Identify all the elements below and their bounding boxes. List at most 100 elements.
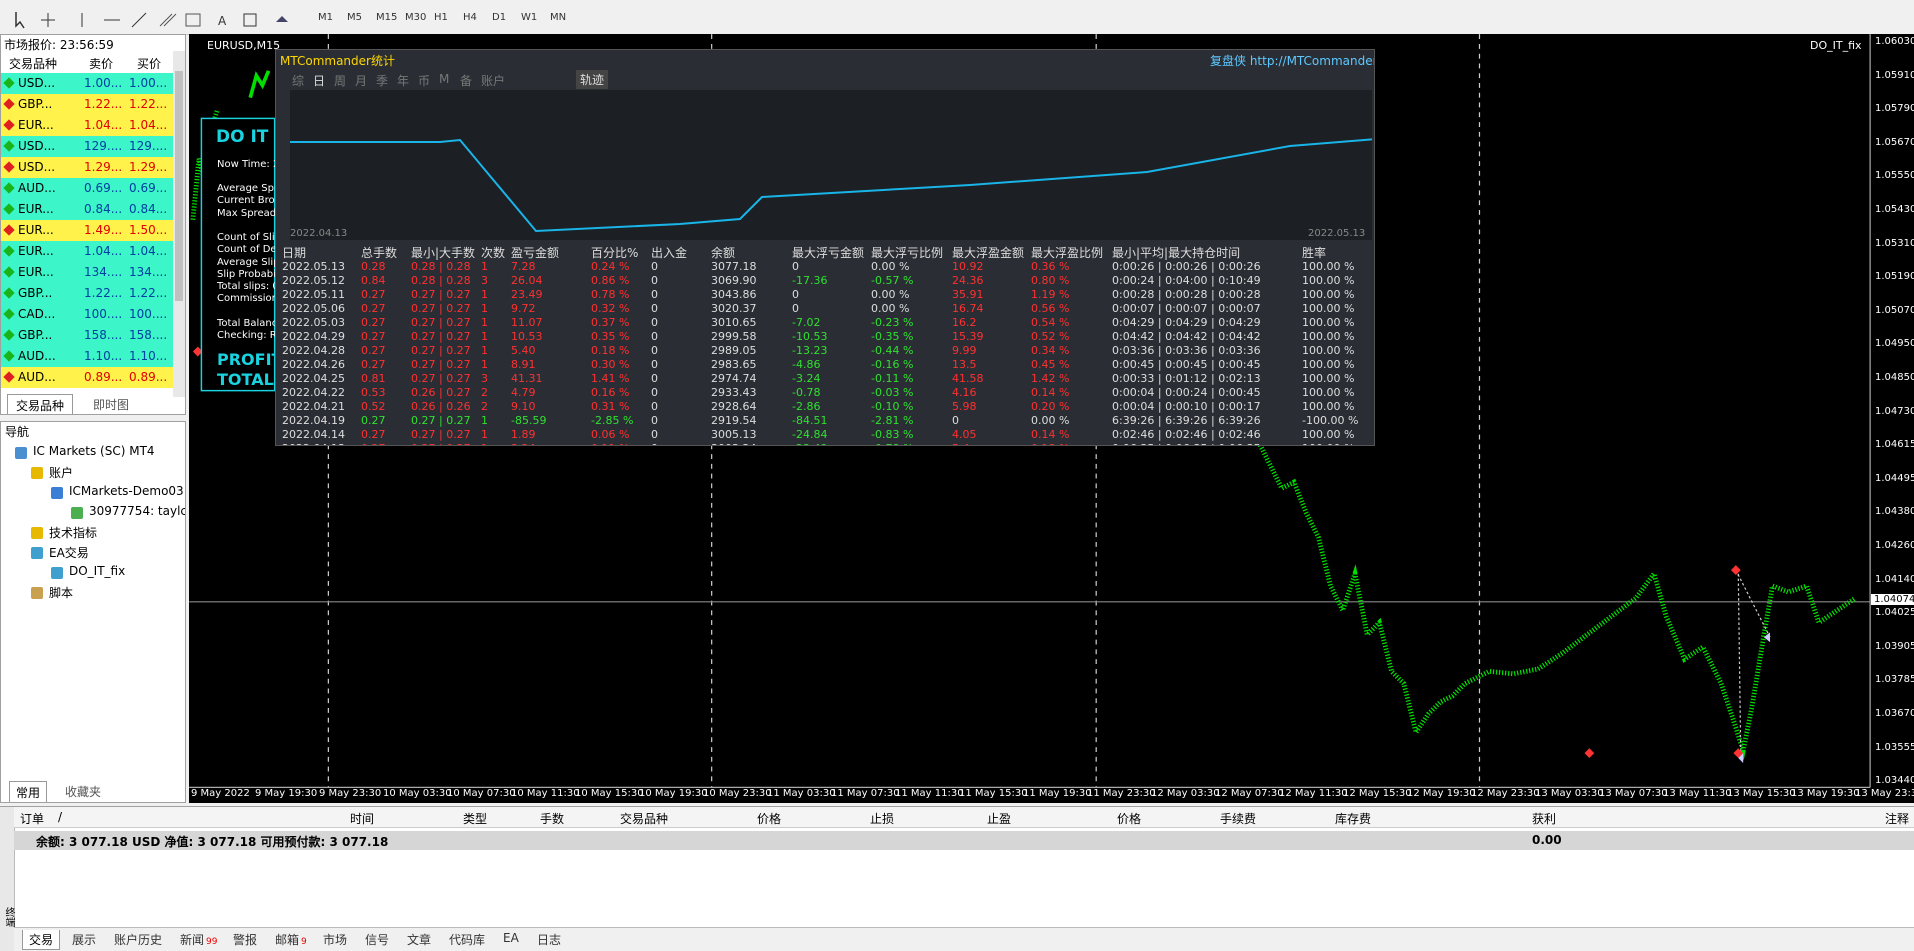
table-cell: -0.57 % bbox=[871, 274, 914, 287]
symbol-row[interactable] bbox=[1, 115, 173, 136]
symbol-row[interactable] bbox=[1, 304, 173, 325]
symbol-row[interactable] bbox=[1, 283, 173, 304]
terminal-tab[interactable]: 新闻 bbox=[180, 933, 205, 947]
column-header: 卖价 bbox=[89, 57, 114, 71]
terminal-tab[interactable]: 日志 bbox=[537, 933, 562, 947]
terminal-tab[interactable]: 邮箱 bbox=[275, 933, 300, 947]
timeframe-button[interactable]: M15 bbox=[376, 12, 398, 23]
mtc-tab[interactable]: 月 bbox=[355, 74, 368, 88]
tree-item[interactable]: IC Markets (SC) MT4 bbox=[33, 444, 155, 458]
mtc-tab[interactable]: 账户 bbox=[481, 74, 506, 88]
table-header: 最大浮盈金额 bbox=[952, 246, 1025, 260]
terminal-tab[interactable]: EA bbox=[503, 931, 519, 945]
time-label: 10 May 23:30 bbox=[703, 788, 772, 799]
timeframe-button[interactable]: M30 bbox=[405, 12, 427, 23]
mtc-tab[interactable]: 日 bbox=[313, 74, 326, 88]
tree-item[interactable]: EA交易 bbox=[49, 546, 89, 560]
mtc-tab[interactable]: 币 bbox=[418, 74, 431, 88]
timeframe-button[interactable]: H1 bbox=[434, 12, 448, 23]
terminal-side-label: 终端 bbox=[3, 907, 14, 927]
column-header: 手数 bbox=[540, 812, 565, 826]
tree-item[interactable]: DO_IT_fix bbox=[69, 564, 126, 578]
symbol-row[interactable] bbox=[1, 367, 173, 388]
tree-item[interactable]: 30977754: taylc bbox=[89, 504, 186, 518]
mtc-tab[interactable]: M bbox=[439, 72, 450, 86]
terminal-tab[interactable]: 交易 bbox=[22, 930, 61, 950]
symbol-row[interactable] bbox=[1, 241, 173, 262]
ask: 1.04... bbox=[129, 118, 168, 132]
mtc-tab[interactable]: 年 bbox=[397, 74, 410, 88]
table-cell: 0.00 % bbox=[871, 260, 910, 273]
balance-row bbox=[14, 831, 1914, 850]
time-label: 13 May 03:30 bbox=[1535, 788, 1604, 799]
table-cell: 0 bbox=[952, 414, 959, 427]
curve-date: 2022.05.13 bbox=[1308, 228, 1366, 239]
table-cell: 3010.65 bbox=[711, 316, 757, 329]
table-cell: 0:06:35 | 0:06:35 | 0:06:35 bbox=[1112, 442, 1261, 445]
table-cell: 0 bbox=[792, 288, 799, 301]
table-header: 次数 bbox=[481, 246, 506, 260]
table-cell: 4.16 bbox=[952, 386, 977, 399]
timeframe-button[interactable]: W1 bbox=[521, 12, 538, 23]
timeframe-button[interactable]: H4 bbox=[463, 12, 477, 23]
table-cell: 0.54 % bbox=[1031, 316, 1070, 329]
table-cell: 2022.04.14 bbox=[282, 428, 345, 441]
symbol-row[interactable] bbox=[1, 157, 173, 178]
terminal-tab[interactable]: 警报 bbox=[233, 933, 258, 947]
table-cell: 0.27 | 0.27 bbox=[411, 372, 471, 385]
time-label: 13 May 15:30 bbox=[1727, 788, 1796, 799]
terminal-tab[interactable]: 信号 bbox=[365, 933, 390, 947]
symbol: AUD... bbox=[18, 181, 56, 195]
symbol-row[interactable] bbox=[1, 94, 173, 115]
tree-item[interactable]: 技术指标 bbox=[49, 526, 98, 540]
mtc-tab-active[interactable]: 轨迹 bbox=[576, 70, 609, 89]
timeframe-button[interactable]: M5 bbox=[347, 12, 362, 23]
tree-item[interactable]: 账户 bbox=[49, 466, 74, 480]
symbol-row[interactable] bbox=[1, 199, 173, 220]
mtc-tab[interactable]: 周 bbox=[334, 74, 347, 88]
terminal-tab[interactable]: 展示 bbox=[72, 933, 97, 947]
timeframe-button[interactable]: D1 bbox=[492, 12, 507, 23]
table-cell: 100.00 % bbox=[1302, 358, 1355, 371]
column-header: 交易品种 bbox=[9, 57, 58, 71]
symbol-row[interactable] bbox=[1, 346, 173, 367]
symbol-row[interactable] bbox=[1, 136, 173, 157]
timeframe-button[interactable]: MN bbox=[550, 12, 567, 23]
balance-text: 余额: 3 077.18 USD 净值: 3 077.18 可用预付款: 3 0… bbox=[36, 835, 389, 849]
current-price-label: 1.04074 bbox=[1871, 594, 1914, 605]
symbol-row[interactable] bbox=[1, 178, 173, 199]
table-cell: 26.04 bbox=[511, 274, 543, 287]
ea-info: Checking: Ready bbox=[217, 330, 301, 341]
table-cell: 0 bbox=[651, 274, 658, 287]
terminal-tab[interactable]: 文章 bbox=[407, 933, 432, 947]
market-watch: 市场报价: 23:56:59 交易品种 卖价 买价 USD... 1.00... 1.00.… bbox=[0, 34, 186, 415]
timeframe-button[interactable]: M1 bbox=[318, 12, 333, 23]
mtc-tab[interactable]: 综 bbox=[292, 74, 305, 88]
tree-item[interactable]: 脚本 bbox=[49, 586, 74, 600]
symbol-row[interactable] bbox=[1, 325, 173, 346]
terminal-tab[interactable]: 市场 bbox=[323, 933, 348, 947]
panel-tab[interactable]: 收藏夹 bbox=[65, 785, 102, 799]
tree-item[interactable]: ICMarkets-Demo03 bbox=[69, 484, 184, 498]
curve-area bbox=[290, 90, 1374, 240]
mtc-tab[interactable]: 季 bbox=[376, 74, 389, 88]
terminal-tab[interactable]: 账户历史 bbox=[114, 933, 163, 947]
price-label: 1.05190 bbox=[1875, 271, 1914, 283]
terminal-tab[interactable]: 代码库 bbox=[449, 933, 486, 947]
time-label: 12 May 03:30 bbox=[1151, 788, 1220, 799]
panel-tab[interactable]: 交易品种 bbox=[7, 394, 74, 414]
ask: 1.29... bbox=[129, 160, 168, 174]
table-cell: 3 bbox=[481, 372, 488, 385]
mtc-tab[interactable]: 备 bbox=[460, 74, 473, 88]
symbol-row[interactable] bbox=[1, 262, 173, 283]
bid: 1.49... bbox=[84, 223, 123, 237]
symbol-row[interactable] bbox=[1, 73, 173, 94]
symbol: USD... bbox=[18, 160, 56, 174]
symbol-row[interactable] bbox=[1, 220, 173, 241]
panel-tab[interactable]: 即时图 bbox=[93, 398, 130, 412]
table-cell: 0:00:07 | 0:00:07 | 0:00:07 bbox=[1112, 302, 1261, 315]
table-cell: 0.45 % bbox=[1031, 358, 1070, 371]
panel-tab[interactable]: 常用 bbox=[9, 781, 48, 802]
bid: 134.... bbox=[84, 265, 123, 279]
toolbar-icons: A bbox=[15, 12, 288, 29]
